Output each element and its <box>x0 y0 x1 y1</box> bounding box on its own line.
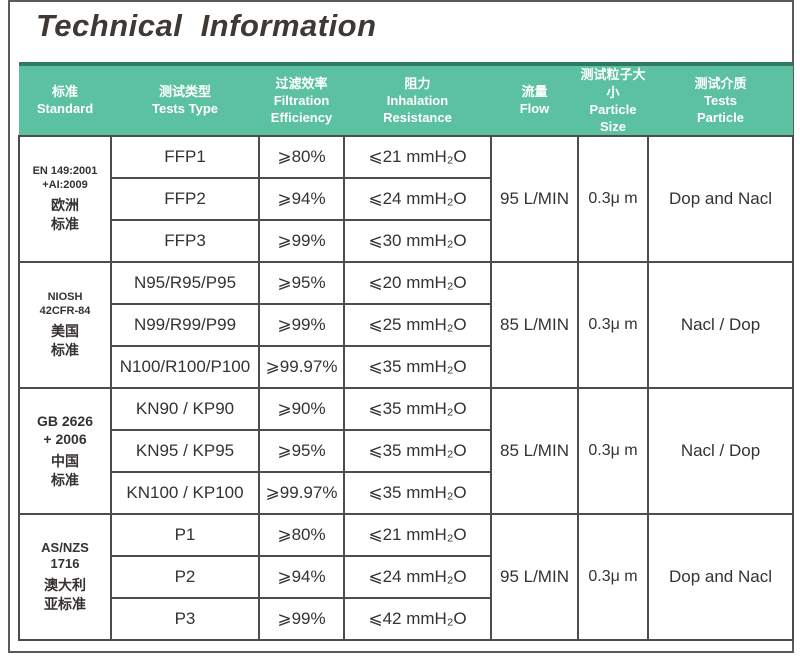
standard-name-zh: 美国 标准 <box>51 322 79 358</box>
table-row: KN100 / KP100 ⩾99.97% ⩽35 mmH₂O <box>19 470 793 515</box>
efficiency-cell: ⩾95% <box>258 260 345 305</box>
table-row: FFP2 ⩾94% ⩽24 mmH₂O <box>19 176 793 221</box>
flow-cell: 85 L/MIN <box>490 386 579 515</box>
col-header-flow-en: Flow <box>519 101 550 117</box>
table-row: GB 2626 + 2006 中国 标准 KN90 / KP90 ⩾90% ⩽3… <box>18 386 794 515</box>
col-header-tests-type: 测试类型 Tests Type <box>111 64 259 136</box>
test-particle-cell: Nacl / Dop <box>647 386 794 515</box>
test-type-cell: N100/R100/P100 <box>110 344 260 389</box>
col-header-flow-zh: 流量 <box>521 84 548 100</box>
col-header-standard-zh: 标准 <box>51 84 78 100</box>
col-header-particle-size-en: Particle Size <box>589 102 637 134</box>
standard-cell-niosh: NIOSH 42CFR-84 美国 标准 <box>18 260 112 389</box>
test-type-cell: KN100 / KP100 <box>110 470 260 515</box>
table-header-row: 标准 Standard 测试类型 Tests Type 过滤效率 Filtrat… <box>19 64 793 136</box>
col-header-tests-particle-zh: 测试介质 <box>694 76 747 92</box>
resistance-cell: ⩽24 mmH₂O <box>343 176 492 221</box>
particle-size-cell: 0.3μ m <box>577 386 649 515</box>
table-row: N100/R100/P100 ⩾99.97% ⩽35 mmH₂O <box>19 344 793 389</box>
col-header-inhalation-resistance-zh: 阻力 <box>404 76 431 92</box>
efficiency-cell: ⩾80% <box>258 512 345 557</box>
standard-cell-en149: EN 149:2001 +AI:2009 欧洲 标准 <box>18 134 112 263</box>
standard-name-zh: 欧洲 标准 <box>51 196 79 232</box>
resistance-cell: ⩽25 mmH₂O <box>343 302 492 347</box>
col-header-filtration-efficiency-zh: 过滤效率 <box>275 76 328 92</box>
col-header-filtration-efficiency: 过滤效率 Filtration Efficiency <box>259 64 344 136</box>
table-row: P2 ⩾94% ⩽24 mmH₂O <box>19 554 793 599</box>
efficiency-cell: ⩾94% <box>258 176 345 221</box>
col-header-particle-size-zh: 测试粒子大小 <box>580 67 646 101</box>
col-header-particle-size: 测试粒子大小 Particle Size <box>578 64 648 136</box>
resistance-cell: ⩽30 mmH₂O <box>343 218 492 263</box>
technical-spec-table: 标准 Standard 测试类型 Tests Type 过滤效率 Filtrat… <box>18 62 794 641</box>
standard-cell-gb2626: GB 2626 + 2006 中国 标准 <box>18 386 112 515</box>
resistance-cell: ⩽35 mmH₂O <box>343 428 492 473</box>
table-row: AS/NZS 1716 澳大利 亚标准 P1 ⩾80% ⩽21 mmH₂O 95… <box>18 512 794 641</box>
test-type-cell: P3 <box>110 596 260 641</box>
col-header-tests-particle-en: Tests Particle <box>697 93 744 125</box>
flow-cell: 85 L/MIN <box>490 260 579 389</box>
standard-cell-asnzs: AS/NZS 1716 澳大利 亚标准 <box>18 512 112 641</box>
test-particle-cell: Dop and Nacl <box>647 512 794 641</box>
test-particle-cell: Nacl / Dop <box>647 260 794 389</box>
test-type-cell: P1 <box>110 512 260 557</box>
standard-name-zh: 中国 标准 <box>51 452 79 488</box>
table-row: P3 ⩾99% ⩽42 mmH₂O <box>19 596 793 641</box>
resistance-cell: ⩽21 mmH₂O <box>343 512 492 557</box>
page-frame: Technical Information 标准 Standard 测试类型 T… <box>8 0 794 653</box>
page-title: Technical Information <box>36 8 377 43</box>
resistance-cell: ⩽35 mmH₂O <box>343 386 492 431</box>
col-header-flow: 流量 Flow <box>491 64 578 136</box>
table-row: EN 149:2001 +AI:2009 欧洲 标准 FFP1 ⩾80% ⩽21… <box>18 134 794 263</box>
particle-size-cell: 0.3μ m <box>577 134 649 263</box>
test-type-cell: FFP2 <box>110 176 260 221</box>
col-header-standard: 标准 Standard <box>19 64 111 136</box>
test-type-cell: KN90 / KP90 <box>110 386 260 431</box>
table-row: FFP3 ⩾99% ⩽30 mmH₂O <box>19 218 793 263</box>
efficiency-cell: ⩾95% <box>258 428 345 473</box>
efficiency-cell: ⩾99.97% <box>258 344 345 389</box>
table-row: NIOSH 42CFR-84 美国 标准 N95/R95/P95 ⩾95% ⩽2… <box>18 260 794 389</box>
col-header-filtration-efficiency-en: Filtration Efficiency <box>270 93 333 125</box>
standard-code: AS/NZS 1716 <box>41 539 89 572</box>
flow-cell: 95 L/MIN <box>490 512 579 641</box>
efficiency-cell: ⩾99% <box>258 596 345 641</box>
particle-size-cell: 0.3μ m <box>577 260 649 389</box>
table-row: N99/R99/P99 ⩾99% ⩽25 mmH₂O <box>19 302 793 347</box>
standard-name-zh: 澳大利 亚标准 <box>44 577 86 613</box>
resistance-cell: ⩽42 mmH₂O <box>343 596 492 641</box>
test-particle-cell: Dop and Nacl <box>647 134 794 263</box>
test-type-cell: N95/R95/P95 <box>110 260 260 305</box>
flow-cell: 95 L/MIN <box>490 134 579 263</box>
resistance-cell: ⩽35 mmH₂O <box>343 470 492 515</box>
efficiency-cell: ⩾99.97% <box>258 470 345 515</box>
standard-code: GB 2626 + 2006 <box>36 413 94 448</box>
test-type-cell: P2 <box>110 554 260 599</box>
test-type-cell: FFP1 <box>110 134 260 179</box>
test-type-cell: FFP3 <box>110 218 260 263</box>
test-type-cell: N99/R99/P99 <box>110 302 260 347</box>
col-header-inhalation-resistance: 阻力 Inhalation Resistance <box>344 64 491 136</box>
col-header-tests-type-zh: 测试类型 <box>158 84 211 100</box>
col-header-tests-particle: 测试介质 Tests Particle <box>648 64 793 136</box>
resistance-cell: ⩽24 mmH₂O <box>343 554 492 599</box>
efficiency-cell: ⩾99% <box>258 218 345 263</box>
test-type-cell: KN95 / KP95 <box>110 428 260 473</box>
efficiency-cell: ⩾90% <box>258 386 345 431</box>
efficiency-cell: ⩾80% <box>258 134 345 179</box>
efficiency-cell: ⩾99% <box>258 302 345 347</box>
efficiency-cell: ⩾94% <box>258 554 345 599</box>
table-row: KN95 / KP95 ⩾95% ⩽35 mmH₂O <box>19 428 793 473</box>
particle-size-cell: 0.3μ m <box>577 512 649 641</box>
col-header-tests-type-en: Tests Type <box>152 101 218 117</box>
col-header-standard-en: Standard <box>36 101 94 117</box>
resistance-cell: ⩽35 mmH₂O <box>343 344 492 389</box>
resistance-cell: ⩽21 mmH₂O <box>343 134 492 179</box>
standard-code: NIOSH 42CFR-84 <box>39 291 91 318</box>
standard-code: EN 149:2001 +AI:2009 <box>32 165 98 192</box>
resistance-cell: ⩽20 mmH₂O <box>343 260 492 305</box>
col-header-inhalation-resistance-en: Inhalation Resistance <box>383 93 452 125</box>
